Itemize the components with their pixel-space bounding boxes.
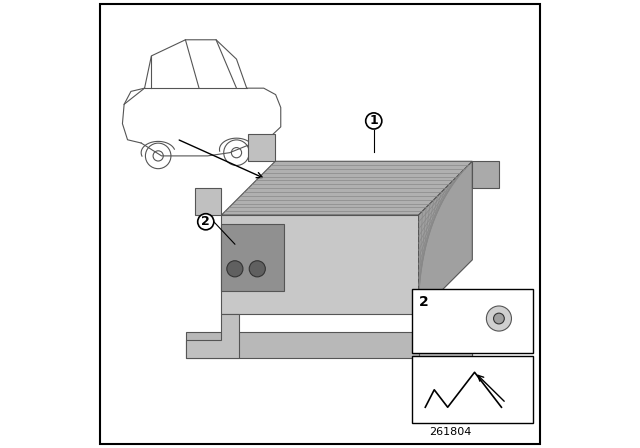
Circle shape	[227, 261, 243, 277]
Polygon shape	[472, 161, 499, 188]
Polygon shape	[221, 224, 284, 291]
Circle shape	[198, 214, 214, 230]
Polygon shape	[186, 314, 239, 358]
Polygon shape	[248, 134, 275, 161]
Text: 2: 2	[419, 295, 428, 310]
Polygon shape	[195, 188, 221, 215]
Text: 261804: 261804	[429, 427, 471, 437]
Polygon shape	[221, 215, 419, 314]
Polygon shape	[419, 314, 472, 358]
Text: 1: 1	[369, 114, 378, 128]
Polygon shape	[419, 161, 472, 314]
Bar	[412, 356, 532, 423]
Circle shape	[365, 113, 382, 129]
Polygon shape	[221, 161, 472, 215]
Circle shape	[249, 261, 266, 277]
Text: 2: 2	[202, 215, 210, 228]
Bar	[412, 289, 532, 353]
Circle shape	[493, 313, 504, 324]
Polygon shape	[186, 332, 472, 358]
Circle shape	[486, 306, 511, 331]
